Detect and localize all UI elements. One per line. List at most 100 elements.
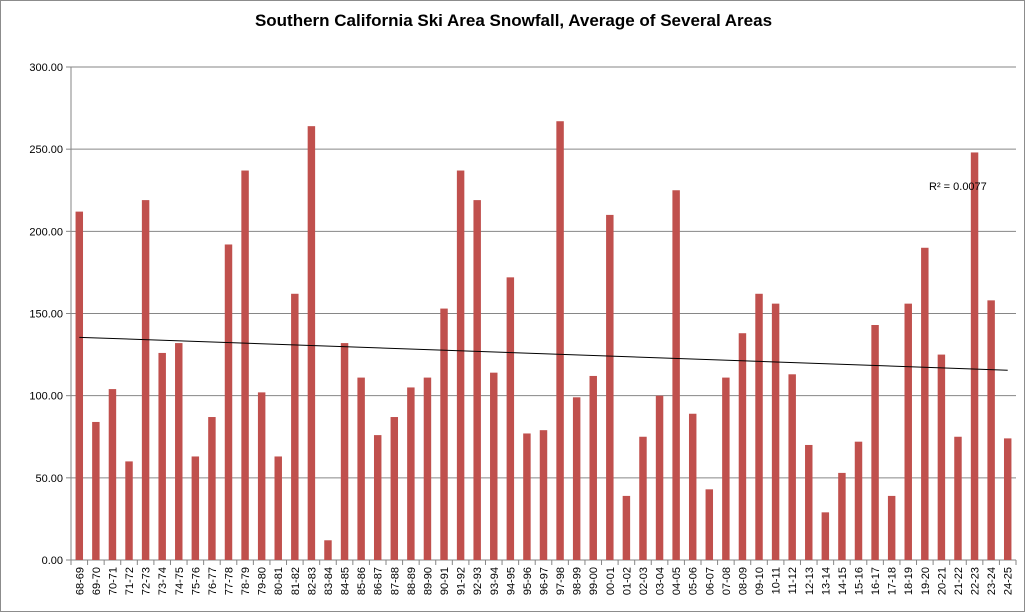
y-axis-ticks: 0.00 50.00 100.00 150.00 200.00 250.00 300.00 xyxy=(29,62,63,567)
x-tick-label: 90-91 xyxy=(439,567,451,595)
x-tick-label: 10-11 xyxy=(771,567,783,594)
bar-95-96 xyxy=(523,433,531,560)
bar-82-83 xyxy=(307,126,316,560)
bar-86-87 xyxy=(373,435,382,560)
bar-21-22 xyxy=(954,436,962,560)
bar-06-07 xyxy=(705,489,714,560)
x-tick-label: 16-17 xyxy=(870,567,882,595)
x-tick-label: 96-97 xyxy=(539,567,551,595)
bar-93-94 xyxy=(490,372,498,560)
x-tick-label: 11-12 xyxy=(787,567,799,594)
x-tick-label: 24-25 xyxy=(1003,567,1015,595)
bar-89-90 xyxy=(423,377,432,560)
bar-73-74 xyxy=(158,352,166,560)
x-tick-label: 18-19 xyxy=(903,567,915,595)
chart-title: Southern California Ski Area Snowfall, A… xyxy=(254,11,773,30)
x-tick-label: 73-74 xyxy=(157,567,169,595)
x-tick-label: 87-88 xyxy=(389,567,401,595)
x-tick-label: 93-94 xyxy=(489,567,501,595)
bar-22-23 xyxy=(970,152,979,560)
bar-71-72 xyxy=(125,461,133,560)
x-tick-label: 98-99 xyxy=(572,567,584,595)
x-tick-label: 00-01 xyxy=(605,567,617,595)
x-tick-label: 02-03 xyxy=(638,567,650,595)
y-tick-label: 250.00 xyxy=(29,144,63,156)
bar-68-69 xyxy=(75,211,84,560)
bar-98-99 xyxy=(572,397,581,560)
x-tick-label: 69-70 xyxy=(91,567,103,595)
x-tick-label: 92-93 xyxy=(472,567,484,595)
bar-77-78 xyxy=(224,244,233,561)
bar-08-09 xyxy=(738,333,747,560)
x-tick-label: 14-15 xyxy=(837,567,849,595)
bar-20-21 xyxy=(937,354,946,560)
x-tick-label: 95-96 xyxy=(522,567,534,595)
bar-24-25 xyxy=(1003,438,1012,560)
x-tick-label: 88-89 xyxy=(406,567,418,595)
x-tick-label: 86-87 xyxy=(373,567,385,595)
bar-19-20 xyxy=(921,247,929,560)
x-tick-label: 07-08 xyxy=(721,567,733,595)
x-tick-label: 21-22 xyxy=(953,567,965,595)
bar-90-91 xyxy=(440,308,448,560)
x-tick-label: 01-02 xyxy=(621,567,633,595)
bar-18-19 xyxy=(904,303,912,560)
x-tick-label: 71-72 xyxy=(124,567,136,595)
x-axis-ticks: 68-69 69-70 70-71 71-72 72-73 73-74 74-75 75-76… xyxy=(70,560,1017,595)
bar-74-75 xyxy=(175,343,183,560)
bar-94-95 xyxy=(506,277,515,560)
x-tick-label: 05-06 xyxy=(688,567,700,595)
bar-69-70 xyxy=(92,421,100,560)
x-tick-label: 13-14 xyxy=(820,567,832,595)
y-tick-label: 50.00 xyxy=(35,473,63,485)
x-tick-label: 94-95 xyxy=(505,567,517,595)
bar-17-18 xyxy=(887,495,896,560)
bar-04-05 xyxy=(672,190,680,560)
bar-97-98 xyxy=(556,121,564,560)
bar-96-97 xyxy=(539,430,548,560)
bar-80-81 xyxy=(274,456,282,560)
bar-84-85 xyxy=(340,343,349,560)
x-tick-label: 89-90 xyxy=(422,567,434,595)
bar-15-16 xyxy=(854,441,863,560)
x-tick-label: 17-18 xyxy=(887,567,899,595)
bar-79-80 xyxy=(257,392,266,560)
x-tick-label: 03-04 xyxy=(655,567,667,595)
bar-81-82 xyxy=(291,293,299,560)
r-squared-label: R² = 0.0077 xyxy=(929,181,987,193)
x-tick-label: 79-80 xyxy=(257,567,269,595)
bar-72-73 xyxy=(141,200,150,561)
bar-09-10 xyxy=(755,293,763,560)
x-tick-label: 83-84 xyxy=(323,567,335,595)
bar-91-92 xyxy=(456,170,465,560)
y-tick-label: 150.00 xyxy=(29,309,63,321)
bar-11-12 xyxy=(788,374,796,560)
x-tick-label: 70-71 xyxy=(107,567,119,595)
bar-88-89 xyxy=(407,387,415,560)
bar-70-71 xyxy=(108,389,117,560)
x-tick-label: 15-16 xyxy=(854,567,866,595)
bar-76-77 xyxy=(208,417,216,560)
bar-75-76 xyxy=(191,456,200,560)
x-tick-label: 84-85 xyxy=(340,567,352,595)
trendline xyxy=(79,336,1008,371)
x-tick-label: 76-77 xyxy=(207,567,219,595)
bar-00-01 xyxy=(606,214,614,560)
x-tick-label: 22-23 xyxy=(970,567,982,595)
y-tick-label: 200.00 xyxy=(29,226,63,238)
x-tick-label: 81-82 xyxy=(290,567,302,595)
y-tick-label: 0.00 xyxy=(42,555,63,567)
x-tick-label: 82-83 xyxy=(306,567,318,595)
x-tick-label: 68-69 xyxy=(74,567,86,595)
x-tick-label: 78-79 xyxy=(240,567,252,595)
bar-87-88 xyxy=(390,417,399,560)
x-tick-label: 12-13 xyxy=(804,567,816,595)
x-tick-label: 77-78 xyxy=(224,567,236,595)
x-tick-label: 75-76 xyxy=(190,567,202,595)
y-tick-label: 300.00 xyxy=(29,62,63,74)
trendline-group: R² = 0.0077 xyxy=(79,181,1008,371)
x-tick-label: 19-20 xyxy=(920,567,932,595)
bars xyxy=(75,121,1012,561)
